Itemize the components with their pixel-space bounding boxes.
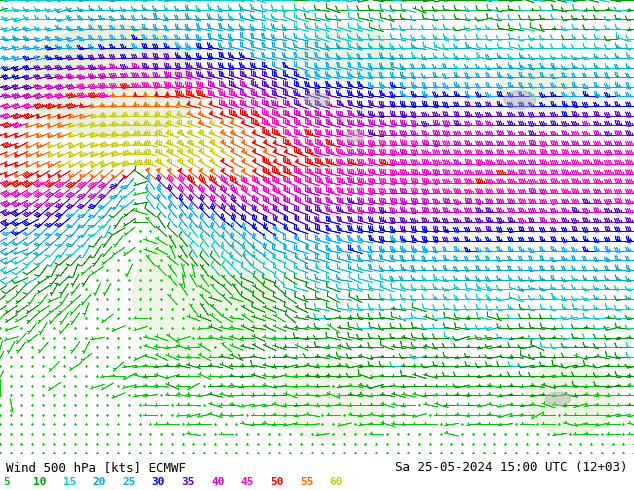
- Text: 30: 30: [152, 477, 165, 487]
- Text: 25: 25: [122, 477, 136, 487]
- Text: Wind 500 hPa [kts] ECMWF: Wind 500 hPa [kts] ECMWF: [6, 461, 186, 474]
- Ellipse shape: [504, 91, 536, 109]
- Text: 35: 35: [181, 477, 195, 487]
- Text: 60: 60: [330, 477, 343, 487]
- Text: 55: 55: [300, 477, 313, 487]
- Ellipse shape: [526, 363, 615, 435]
- Ellipse shape: [273, 358, 387, 440]
- Ellipse shape: [25, 25, 203, 138]
- Text: 10: 10: [33, 477, 46, 487]
- Text: 40: 40: [211, 477, 224, 487]
- Ellipse shape: [304, 93, 330, 106]
- Text: 15: 15: [63, 477, 76, 487]
- Ellipse shape: [133, 226, 273, 363]
- Ellipse shape: [301, 27, 396, 82]
- Ellipse shape: [444, 172, 507, 263]
- Text: 5: 5: [3, 477, 10, 487]
- Text: Sa 25-05-2024 15:00 UTC (12+03): Sa 25-05-2024 15:00 UTC (12+03): [395, 461, 628, 474]
- Text: 20: 20: [92, 477, 106, 487]
- Text: 45: 45: [241, 477, 254, 487]
- Text: 50: 50: [270, 477, 284, 487]
- Ellipse shape: [501, 63, 577, 118]
- Ellipse shape: [346, 130, 365, 142]
- Ellipse shape: [545, 392, 571, 406]
